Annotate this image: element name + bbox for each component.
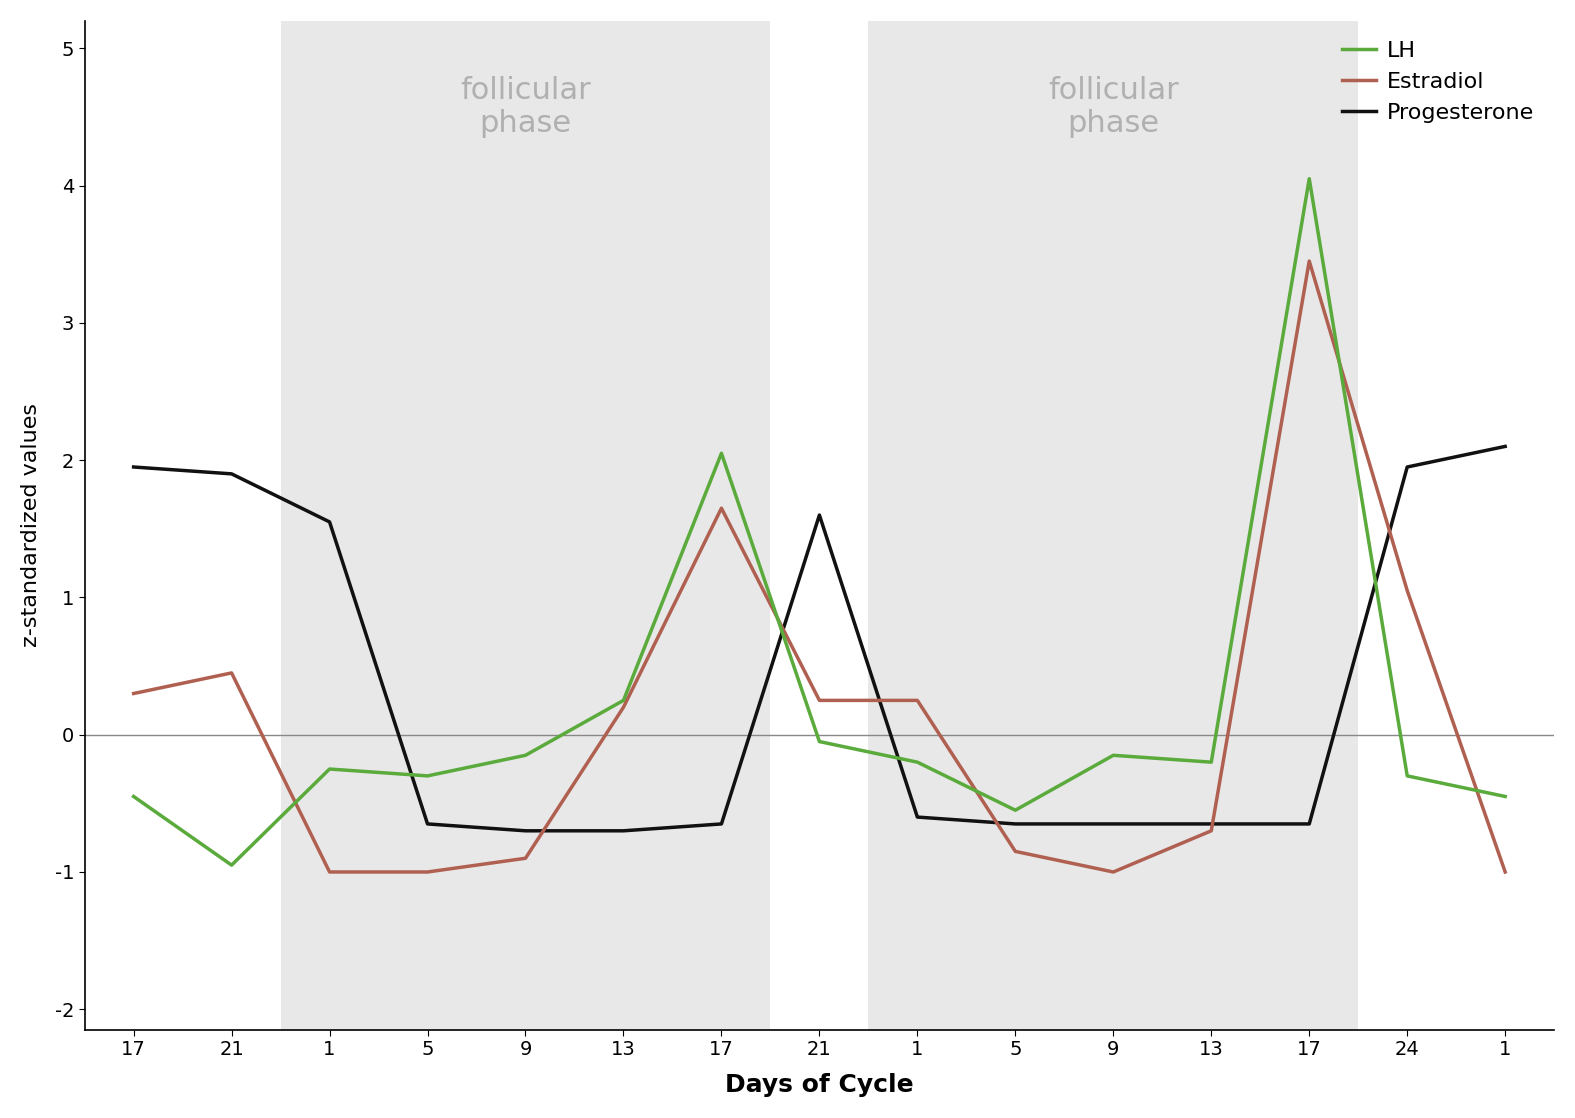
Y-axis label: z-standardized values: z-standardized values	[20, 404, 41, 647]
LH	[1496, 789, 1515, 803]
Progesterone	[222, 467, 241, 481]
LH	[417, 769, 436, 783]
Estradiol	[417, 865, 436, 879]
Progesterone	[1496, 439, 1515, 453]
Progesterone	[1397, 461, 1416, 474]
X-axis label: Days of Cycle: Days of Cycle	[724, 1073, 913, 1097]
Estradiol	[320, 865, 339, 879]
Estradiol	[517, 852, 536, 865]
Estradiol	[1496, 865, 1515, 879]
Estradiol	[1104, 865, 1123, 879]
Progesterone	[417, 817, 436, 831]
Text: follicular
phase: follicular phase	[460, 76, 591, 139]
Estradiol	[1299, 255, 1318, 268]
Line: Progesterone: Progesterone	[134, 446, 1506, 831]
LH	[614, 693, 633, 707]
LH	[907, 756, 926, 769]
LH	[712, 446, 731, 459]
LH	[1299, 172, 1318, 186]
Estradiol	[907, 693, 926, 707]
LH	[1397, 769, 1416, 783]
Estradiol	[712, 502, 731, 515]
Progesterone	[810, 509, 828, 522]
Line: Estradiol: Estradiol	[134, 262, 1506, 872]
Progesterone	[1104, 817, 1123, 831]
Progesterone	[517, 824, 536, 837]
LH	[1006, 804, 1025, 817]
LH	[1104, 749, 1123, 762]
Progesterone	[614, 824, 633, 837]
LH	[320, 762, 339, 776]
Progesterone	[1299, 817, 1318, 831]
Estradiol	[1006, 845, 1025, 859]
Progesterone	[1202, 817, 1221, 831]
Estradiol	[124, 686, 143, 700]
Progesterone	[907, 811, 926, 824]
Bar	[280, 21, 770, 1030]
Bar	[868, 21, 1358, 1030]
Estradiol	[810, 693, 828, 707]
Text: follicular
phase: follicular phase	[1047, 76, 1178, 139]
LH	[810, 735, 828, 748]
Estradiol	[1397, 584, 1416, 597]
LH	[1202, 756, 1221, 769]
Estradiol	[614, 701, 633, 714]
LH	[124, 789, 143, 803]
Progesterone	[712, 817, 731, 831]
Progesterone	[124, 461, 143, 474]
Line: LH: LH	[134, 179, 1506, 865]
Legend: LH, Estradiol, Progesterone: LH, Estradiol, Progesterone	[1334, 32, 1544, 132]
LH	[222, 859, 241, 872]
Estradiol	[1202, 824, 1221, 837]
LH	[517, 749, 536, 762]
Estradiol	[222, 666, 241, 680]
Progesterone	[1006, 817, 1025, 831]
Progesterone	[320, 515, 339, 529]
